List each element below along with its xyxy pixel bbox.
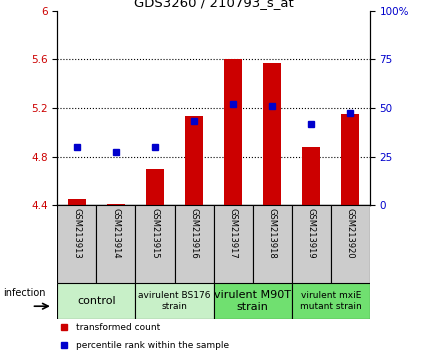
Text: GSM213916: GSM213916 <box>190 208 198 258</box>
Text: GSM213913: GSM213913 <box>72 208 82 258</box>
Bar <box>107 204 125 205</box>
Text: percentile rank within the sample: percentile rank within the sample <box>76 341 229 350</box>
Bar <box>331 205 370 283</box>
Text: GSM213915: GSM213915 <box>150 208 159 258</box>
Bar <box>213 205 252 283</box>
Bar <box>146 169 164 205</box>
Text: GSM213918: GSM213918 <box>268 208 277 258</box>
Bar <box>213 283 292 319</box>
Bar <box>96 205 136 283</box>
Bar <box>292 205 331 283</box>
Bar <box>252 205 292 283</box>
Bar <box>224 59 242 205</box>
Bar <box>136 205 175 283</box>
Bar <box>57 205 96 283</box>
Text: GSM213919: GSM213919 <box>307 208 316 258</box>
Text: GSM213914: GSM213914 <box>111 208 120 258</box>
Text: control: control <box>77 296 116 306</box>
Text: infection: infection <box>3 288 45 298</box>
Bar <box>136 283 213 319</box>
Text: GSM213917: GSM213917 <box>229 208 238 258</box>
Title: GDS3260 / 210793_s_at: GDS3260 / 210793_s_at <box>134 0 293 10</box>
Bar <box>264 63 281 205</box>
Bar <box>175 205 213 283</box>
Bar <box>341 114 359 205</box>
Bar <box>303 147 320 205</box>
Bar <box>292 283 370 319</box>
Text: avirulent BS176
strain: avirulent BS176 strain <box>138 291 211 310</box>
Bar <box>68 199 86 205</box>
Text: virulent mxiE
mutant strain: virulent mxiE mutant strain <box>300 291 362 310</box>
Text: transformed count: transformed count <box>76 323 160 332</box>
Text: GSM213920: GSM213920 <box>346 208 355 258</box>
Bar <box>185 116 203 205</box>
Bar <box>57 283 136 319</box>
Text: virulent M90T
strain: virulent M90T strain <box>214 290 291 312</box>
